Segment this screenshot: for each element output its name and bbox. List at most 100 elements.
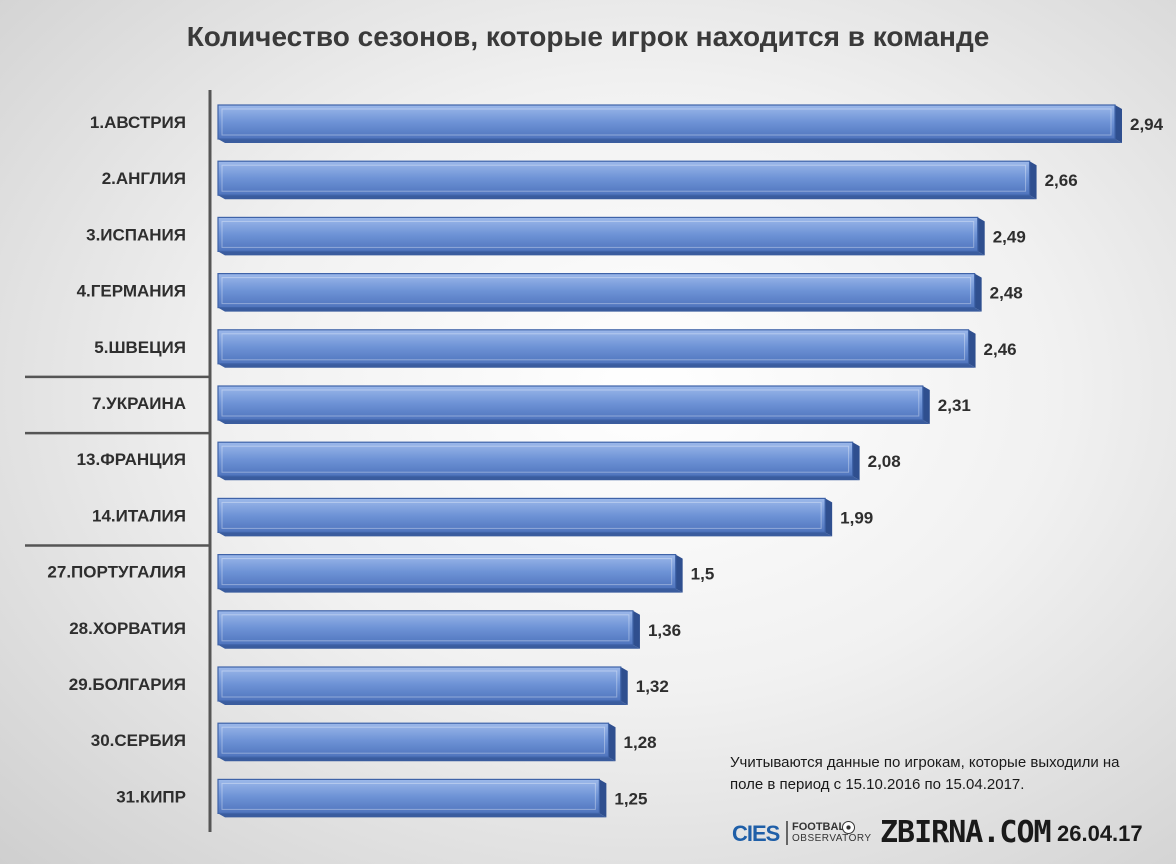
category-label: 1.АВСТРИЯ xyxy=(90,113,186,132)
bar-bevel xyxy=(221,277,972,305)
data-label: 2,49 xyxy=(993,227,1026,246)
bar-group: 28.ХОРВАТИЯ 1,36 xyxy=(69,610,681,649)
bar-side xyxy=(632,610,640,649)
category-label: 28.ХОРВАТИЯ xyxy=(69,619,186,638)
football-label: FOOTBALL xyxy=(792,821,852,833)
bar-side xyxy=(608,723,616,762)
bar xyxy=(217,610,634,646)
bar-bottom xyxy=(218,139,1122,143)
footnote: Учитываются данные по игрокам, которые в… xyxy=(730,754,1120,793)
bar xyxy=(217,441,854,477)
bar-group: 1.АВСТРИЯ 2,94 xyxy=(90,104,1164,143)
bar-bevel xyxy=(221,558,673,586)
football-ball-icon xyxy=(842,821,855,834)
bar-side xyxy=(1115,105,1122,143)
football-observatory-logo: FOOTBALL OBSERVATORY xyxy=(786,821,872,845)
bar-group: 2.АНГЛИЯ 2,66 xyxy=(102,160,1078,200)
category-label: 27.ПОРТУГАЛИЯ xyxy=(47,563,186,582)
bar-group: 3.ИСПАНИЯ 2,49 xyxy=(86,216,1026,256)
bar xyxy=(217,778,600,815)
bar-bevel xyxy=(221,614,630,642)
bar-group: 29.БОЛГАРИЯ 1,32 xyxy=(69,666,669,705)
data-label: 2,46 xyxy=(984,340,1017,359)
category-label: 13.ФРАНЦИЯ xyxy=(77,450,186,469)
bar-side xyxy=(968,329,976,368)
bar-bottom xyxy=(218,195,1037,200)
category-label: 4.ГЕРМАНИЯ xyxy=(77,282,186,301)
bar-bottom xyxy=(218,532,833,537)
category-label: 30.СЕРБИЯ xyxy=(91,731,186,750)
bar-side xyxy=(852,442,860,481)
data-label: 1,25 xyxy=(614,789,647,808)
footer: CIES FOOTBALL OBSERVATORY ZBIRNA.COM 26.… xyxy=(732,815,1162,855)
bar-bottom xyxy=(218,701,628,705)
bar-bottom xyxy=(218,588,683,593)
bar-group: 5.ШВЕЦИЯ 2,46 xyxy=(94,329,1017,368)
bar-group: 14.ИТАЛИЯ 1,99 xyxy=(92,497,873,537)
data-label: 1,28 xyxy=(624,733,657,752)
bar xyxy=(217,216,979,252)
bar-group: 7.УКРАИНА 2,31 xyxy=(92,385,971,424)
bar-side xyxy=(599,779,607,818)
bar-bevel xyxy=(221,164,1027,192)
bar-bottom xyxy=(218,644,640,649)
bar xyxy=(217,385,924,421)
bar-bevel xyxy=(221,782,596,810)
bar-bevel xyxy=(221,333,966,361)
category-label: 29.БОЛГАРИЯ xyxy=(69,675,186,694)
data-label: 1,32 xyxy=(636,677,669,696)
data-label: 1,5 xyxy=(691,565,715,584)
bar xyxy=(217,160,1031,196)
bar-side xyxy=(825,498,833,537)
bar-bottom xyxy=(218,420,930,424)
category-label: 31.КИПР xyxy=(116,787,186,806)
bar-bevel xyxy=(221,445,850,473)
bar xyxy=(217,553,677,590)
bar-group: 27.ПОРТУГАЛИЯ 1,5 xyxy=(47,553,715,593)
bar xyxy=(217,273,976,309)
bar xyxy=(217,666,622,702)
data-label: 2,08 xyxy=(868,452,901,471)
bar xyxy=(217,329,970,365)
category-label: 3.ИСПАНИЯ xyxy=(86,225,186,244)
bar-bevel xyxy=(221,108,1112,136)
bar-bevel xyxy=(221,501,822,529)
observatory-label: OBSERVATORY xyxy=(792,833,872,844)
data-label: 1,36 xyxy=(648,621,681,640)
bar-bottom xyxy=(218,307,982,312)
site-logo: ZBIRNA.COM xyxy=(880,815,1052,850)
bar-bevel xyxy=(221,670,618,698)
bar xyxy=(217,722,610,758)
publication-date: 26.04.17 xyxy=(1057,821,1143,846)
data-label: 1,99 xyxy=(840,508,873,527)
bar-side xyxy=(620,667,628,705)
category-label: 7.УКРАИНА xyxy=(92,394,186,413)
category-label: 5.ШВЕЦИЯ xyxy=(94,338,186,357)
bar-bevel xyxy=(221,220,975,248)
bar-bottom xyxy=(218,757,616,762)
bar-bevel xyxy=(221,389,920,417)
bar-side xyxy=(675,554,683,593)
category-label: 14.ИТАЛИЯ xyxy=(92,506,186,525)
bar-bevel xyxy=(221,726,606,754)
data-label: 2,66 xyxy=(1045,171,1078,190)
bar xyxy=(217,104,1116,140)
bar-group: 31.КИПР 1,25 xyxy=(116,778,647,818)
bar-group: 13.ФРАНЦИЯ 2,08 xyxy=(77,441,901,481)
bar-bottom xyxy=(218,363,976,368)
data-label: 2,48 xyxy=(990,284,1023,303)
bar-bottom xyxy=(218,476,860,481)
bar-group: 4.ГЕРМАНИЯ 2,48 xyxy=(77,273,1023,312)
data-label: 2,31 xyxy=(938,396,971,415)
bar-bottom xyxy=(218,813,607,818)
chart-title: Количество сезонов, которые игрок находи… xyxy=(187,21,990,52)
bar-group: 30.СЕРБИЯ 1,28 xyxy=(91,722,657,762)
data-label: 2,94 xyxy=(1130,115,1164,134)
cies-logo: CIES xyxy=(732,821,780,846)
bar-bottom xyxy=(218,251,985,256)
bar-side xyxy=(1029,161,1037,200)
category-label: 2.АНГЛИЯ xyxy=(102,169,186,188)
bar xyxy=(217,497,826,533)
bar-side xyxy=(974,273,982,312)
